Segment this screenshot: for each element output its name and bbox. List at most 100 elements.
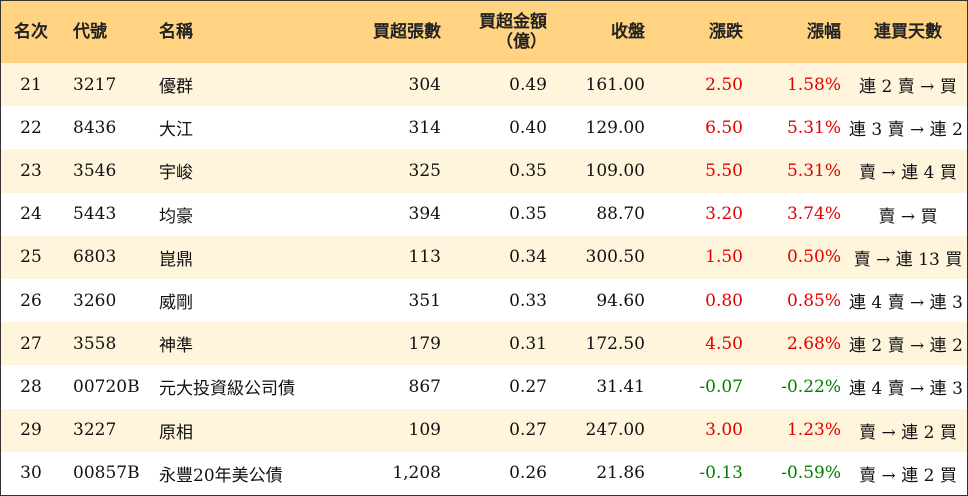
cell-net-buy-volume: 867 [408, 376, 441, 397]
cell-buy-streak: 賣 → 連 4 買 [859, 163, 957, 184]
cell-change: -0.13 [699, 463, 743, 484]
header-name: 名稱 [159, 22, 193, 42]
table-row: 28 00720B 元大投資級公司債 867 0.27 31.41 -0.07 -0.22% 連… [1, 365, 968, 409]
cell-net-buy-amount: 0.33 [509, 290, 547, 311]
cell-buy-streak: 賣 → 連 13 買 [853, 249, 963, 270]
cell-net-buy-volume: 314 [408, 117, 441, 138]
cell-change-pct: 0.85% [786, 290, 841, 311]
cell-change-pct: 2.68% [786, 333, 841, 354]
table-row: 26 3260 威剛 351 0.33 94.60 0.80 0.85% 連 4 賣 → 連 3… [1, 278, 968, 323]
cell-change-pct: 1.58% [786, 74, 841, 95]
table-row: 30 00857B 永豐20年美公債 1,208 0.26 21.86 -0.13 -0.59… [1, 451, 967, 495]
table-row: 29 3227 原相 109 0.27 247.00 3.00 1.23% 賣 → 連 2 買 [1, 408, 967, 452]
cell-change: 0.80 [705, 290, 743, 311]
cell-net-buy-volume: 113 [408, 247, 441, 268]
cell-net-buy-volume: 1,208 [392, 463, 441, 484]
cell-close: 88.70 [596, 204, 645, 225]
cell-net-buy-amount: 0.49 [509, 74, 547, 95]
table-row: 22 8436 大江 314 0.40 129.00 6.50 5.31% 連 3 賣 → 連 … [1, 106, 968, 150]
cell-rank: 26 [20, 290, 42, 311]
cell-name: 威剛 [159, 293, 193, 314]
table-row: 21 3217 優群 304 0.49 161.00 2.50 1.58% 連 2 賣 → 買 [1, 63, 967, 107]
header-change-pct: 漲幅 [807, 22, 841, 42]
header-close: 收盤 [611, 22, 645, 42]
cell-rank: 23 [20, 160, 42, 181]
cell-code: 00857B [73, 463, 140, 484]
cell-code: 3227 [73, 420, 117, 441]
cell-code: 00720B [73, 376, 140, 397]
cell-name: 元大投資級公司債 [159, 379, 295, 400]
header-code: 代號 [73, 22, 107, 42]
cell-change-pct: 5.31% [786, 160, 841, 181]
cell-change-pct: 0.50% [786, 247, 841, 268]
cell-net-buy-amount: 0.35 [509, 204, 547, 225]
cell-close: 94.60 [596, 290, 645, 311]
header-net-buy-amount: 買超金額 （億） [449, 1, 555, 63]
cell-change: 6.50 [705, 117, 743, 138]
cell-buy-streak: 賣 → 連 2 買 [859, 465, 957, 486]
cell-buy-streak: 連 4 賣 → 連 3 買 [849, 379, 968, 400]
cell-close: 129.00 [585, 117, 645, 138]
cell-rank: 25 [20, 247, 42, 268]
header-rank: 名次 [14, 22, 48, 42]
header-change: 漲跌 [709, 22, 743, 42]
cell-code: 6803 [73, 247, 117, 268]
cell-net-buy-amount: 0.35 [509, 160, 547, 181]
cell-change-pct: 3.74% [786, 204, 841, 225]
header-net-buy-volume: 買超張數 [373, 22, 441, 42]
cell-close: 161.00 [585, 74, 645, 95]
cell-code: 3546 [73, 160, 117, 181]
cell-name: 原相 [159, 422, 193, 443]
cell-rank: 27 [20, 333, 42, 354]
cell-close: 31.41 [596, 376, 645, 397]
cell-rank: 30 [20, 463, 42, 484]
cell-close: 109.00 [585, 160, 645, 181]
table-row: 25 6803 崑鼎 113 0.34 300.50 1.50 0.50% 賣 → 連 13 買 [1, 235, 967, 279]
cell-change: 5.50 [705, 160, 743, 181]
cell-code: 3217 [73, 74, 117, 95]
cell-close: 300.50 [585, 247, 645, 268]
cell-change: 2.50 [705, 74, 743, 95]
cell-code: 3260 [73, 290, 117, 311]
cell-rank: 28 [20, 376, 42, 397]
cell-buy-streak: 連 3 賣 → 連 2 買 [849, 120, 968, 141]
cell-name: 大江 [159, 120, 193, 141]
cell-name: 均豪 [159, 206, 193, 227]
cell-rank: 24 [20, 204, 42, 225]
cell-net-buy-volume: 351 [408, 290, 441, 311]
cell-net-buy-volume: 325 [408, 160, 441, 181]
cell-buy-streak: 連 2 賣 → 買 [859, 77, 957, 98]
cell-rank: 21 [20, 74, 42, 95]
cell-change: 3.00 [705, 420, 743, 441]
cell-rank: 29 [20, 420, 42, 441]
cell-net-buy-amount: 0.26 [509, 463, 547, 484]
cell-net-buy-amount: 0.27 [509, 376, 547, 397]
cell-code: 8436 [73, 117, 117, 138]
cell-net-buy-volume: 179 [408, 333, 441, 354]
cell-change: 1.50 [705, 247, 743, 268]
cell-name: 崑鼎 [159, 249, 193, 270]
cell-change-pct: 1.23% [786, 420, 841, 441]
header-net-buy-amount-line2: （億） [496, 32, 547, 52]
cell-buy-streak: 賣 → 連 2 買 [859, 422, 957, 443]
cell-code: 5443 [73, 204, 117, 225]
cell-name: 優群 [159, 77, 193, 98]
cell-net-buy-amount: 0.27 [509, 420, 547, 441]
cell-change-pct: -0.59% [781, 463, 841, 484]
cell-change: 3.20 [705, 204, 743, 225]
header-buy-streak: 連買天數 [874, 22, 942, 42]
cell-net-buy-amount: 0.34 [509, 247, 547, 268]
cell-change: -0.07 [699, 376, 743, 397]
cell-net-buy-amount: 0.31 [509, 333, 547, 354]
table-row: 27 3558 神準 179 0.31 172.50 4.50 2.68% 連 2 賣 → 連 … [1, 322, 968, 366]
cell-close: 21.86 [596, 463, 645, 484]
table-row: 24 5443 均豪 394 0.35 88.70 3.20 3.74% 賣 → 買 [1, 192, 967, 236]
cell-name: 宇峻 [159, 163, 193, 184]
table-header: 名次 代號 名稱 買超張數 買超金額 （億） 收盤 漲跌 漲幅 連買天數 [1, 1, 967, 63]
cell-change-pct: 5.31% [786, 117, 841, 138]
cell-buy-streak: 連 2 賣 → 連 2 買 [849, 336, 968, 357]
cell-buy-streak: 賣 → 買 [878, 206, 938, 227]
